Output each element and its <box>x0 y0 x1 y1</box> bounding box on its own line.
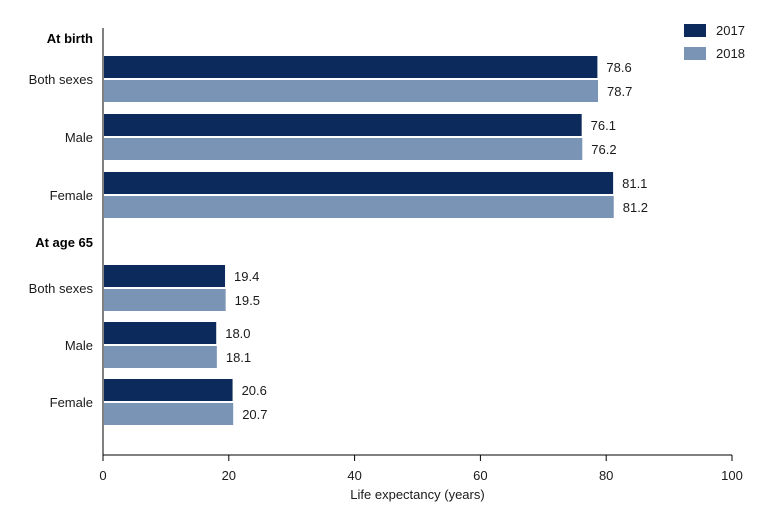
x-axis-title: Life expectancy (years) <box>350 487 484 502</box>
value-label: 18.0 <box>225 326 250 341</box>
group-labels: At birth At age 65 <box>35 31 93 250</box>
axes <box>102 28 732 456</box>
category-label: Both sexes <box>29 281 94 296</box>
value-label: 81.1 <box>622 176 647 191</box>
x-tick-label: 0 <box>99 468 106 483</box>
bars <box>104 56 614 425</box>
value-label: 20.6 <box>242 383 267 398</box>
bar-2017 <box>104 379 233 401</box>
legend-swatch <box>684 24 706 37</box>
category-labels: Both sexes Male Female Both sexes Male Female <box>29 72 94 410</box>
bar-2017 <box>104 56 598 78</box>
value-label: 18.1 <box>226 350 251 365</box>
value-label: 76.1 <box>591 118 616 133</box>
group-label: At birth <box>47 31 93 46</box>
x-tick-label: 80 <box>599 468 613 483</box>
bar-2018 <box>104 138 583 160</box>
value-label: 78.6 <box>606 60 631 75</box>
value-label: 20.7 <box>242 407 267 422</box>
category-label: Male <box>65 338 93 353</box>
bar-2018 <box>104 346 217 368</box>
bar-2017 <box>104 265 226 287</box>
bar-2017 <box>104 172 614 194</box>
category-label: Female <box>50 188 93 203</box>
value-labels: 78.6 76.1 81.1 19.4 18.0 20.6 78.7 76.2 81.2 19.5… <box>225 60 648 422</box>
bar-2018 <box>104 403 234 425</box>
x-tick-label: 20 <box>222 468 236 483</box>
value-label: 19.5 <box>235 293 260 308</box>
legend-swatch <box>684 47 706 60</box>
legend-label: 2018 <box>716 46 745 61</box>
value-label: 76.2 <box>591 142 616 157</box>
bar-2017 <box>104 322 217 344</box>
legend: 2017 2018 <box>684 23 745 61</box>
x-ticks: 0 20 40 60 80 100 <box>99 455 743 483</box>
bar-2017 <box>104 114 582 136</box>
legend-label: 2017 <box>716 23 745 38</box>
value-label: 19.4 <box>234 269 259 284</box>
category-label: Both sexes <box>29 72 94 87</box>
value-label: 81.2 <box>623 200 648 215</box>
x-tick-label: 40 <box>347 468 361 483</box>
value-label: 78.7 <box>607 84 632 99</box>
bar-2018 <box>104 196 614 218</box>
category-label: Female <box>50 395 93 410</box>
x-tick-label: 100 <box>721 468 743 483</box>
category-label: Male <box>65 130 93 145</box>
x-tick-label: 60 <box>473 468 487 483</box>
group-label: At age 65 <box>35 235 93 250</box>
bar-2018 <box>104 289 226 311</box>
bar-2018 <box>104 80 599 102</box>
